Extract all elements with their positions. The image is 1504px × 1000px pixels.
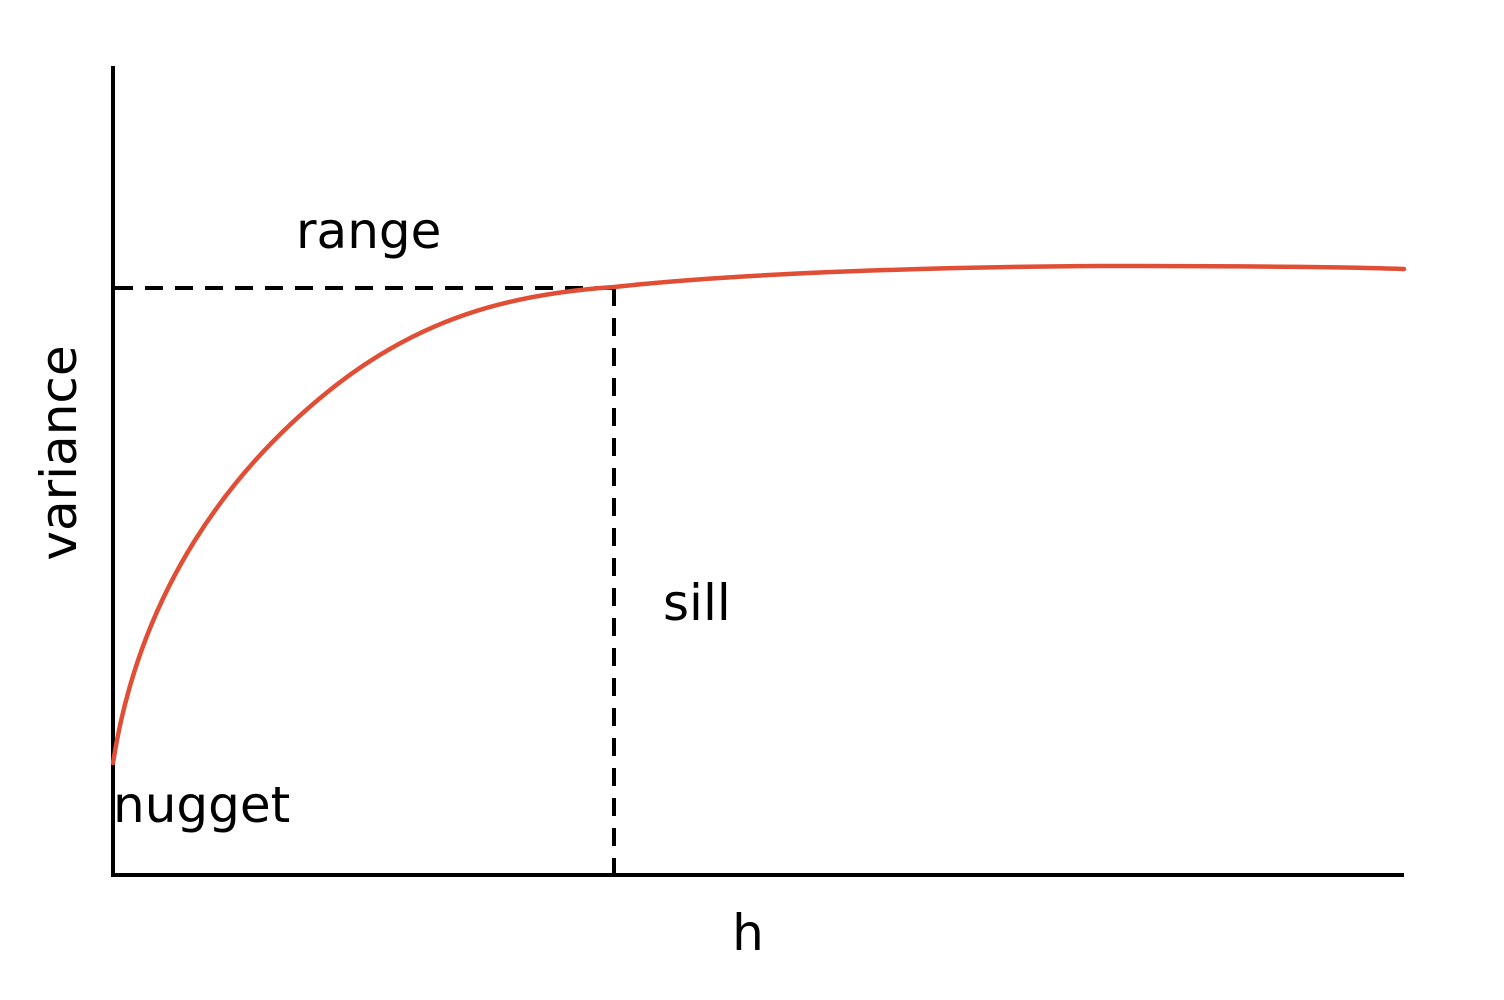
- x-axis-label: h: [732, 904, 764, 962]
- nugget-label: nugget: [113, 776, 290, 834]
- sill-label: sill: [663, 574, 731, 632]
- y-axis-label: variance: [30, 345, 88, 560]
- semivariogram-curve: [110, 263, 1407, 766]
- range-label: range: [296, 202, 441, 260]
